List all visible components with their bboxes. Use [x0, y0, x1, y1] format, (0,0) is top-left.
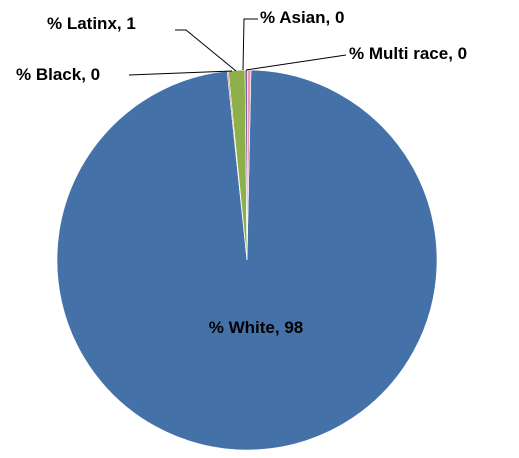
- slice-layer: [56, 69, 438, 451]
- leader-line-black: [128, 70, 233, 76]
- data-label-white: % White, 98: [209, 318, 303, 337]
- leader-line-latinx: [175, 29, 237, 72]
- leader-line-multi-race: [245, 54, 347, 71]
- data-label-latinx: % Latinx, 1: [47, 14, 136, 33]
- leader-line-asian: [242, 18, 258, 71]
- data-label-asian: % Asian, 0: [260, 8, 344, 27]
- data-label-multi-race: % Multi race, 0: [349, 44, 467, 63]
- data-label-black: % Black, 0: [16, 65, 100, 84]
- leader-layer: [128, 18, 347, 76]
